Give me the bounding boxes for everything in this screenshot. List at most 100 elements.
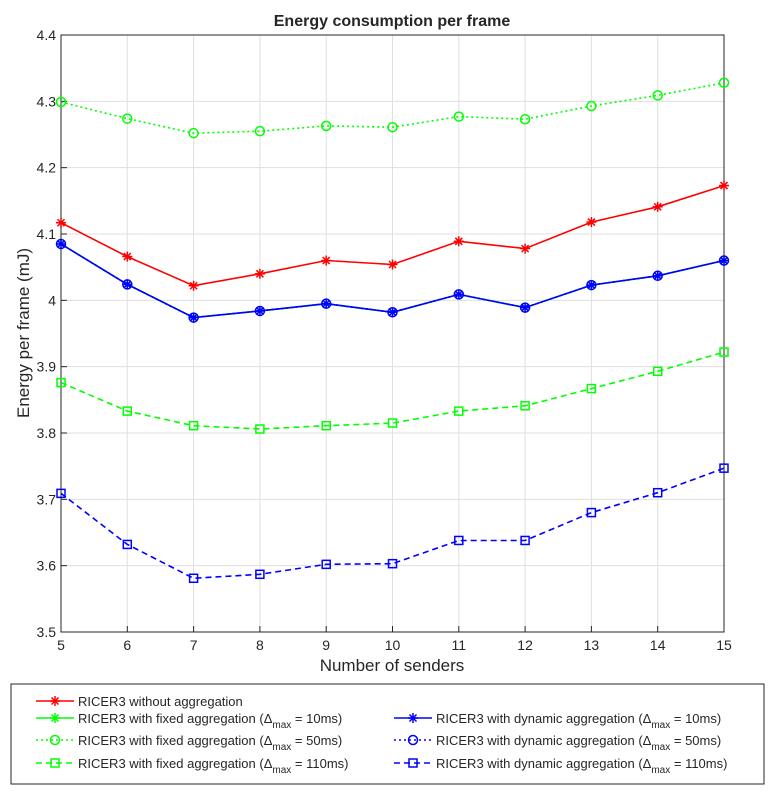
- data-point: [718, 255, 730, 266]
- marker-stroke: [521, 244, 530, 253]
- x-tick-label: 10: [385, 637, 401, 653]
- legend-entry-dyn-10: RICER3 with dynamic aggregation (Δmax = …: [394, 711, 721, 731]
- data-point: [122, 251, 133, 262]
- legend-entry-fixed-50: RICER3 with fixed aggregation (Δmax = 50…: [36, 733, 342, 753]
- series-fixed-110: [56, 347, 729, 434]
- legend: RICER3 without aggregation RICER3 with fi…: [10, 683, 765, 785]
- data-point: [254, 268, 265, 279]
- y-tick-label: 4: [48, 292, 56, 308]
- legend-entry-dyn-110: RICER3 with dynamic aggregation (Δmax = …: [394, 756, 727, 776]
- data-point: [453, 289, 465, 300]
- series-layer: [55, 77, 730, 584]
- data-point: [188, 280, 199, 291]
- y-tick-label: 3.8: [37, 425, 57, 441]
- legend-label: RICER3 with dynamic aggregation (Δmax = …: [436, 733, 721, 753]
- marker-stroke: [653, 202, 662, 211]
- legend-label: RICER3 with dynamic aggregation (Δmax = …: [436, 711, 721, 731]
- chart-title: Energy consumption per frame: [274, 13, 511, 30]
- legend-entry-fixed-10: RICER3 with fixed aggregation (Δmax = 10…: [36, 711, 342, 731]
- data-point: [586, 383, 597, 394]
- legend-box: [10, 683, 765, 785]
- marker-stroke: [50, 696, 60, 706]
- legend-label: RICER3 with fixed aggregation (Δmax = 11…: [78, 756, 349, 776]
- y-tick-label: 3.5: [37, 624, 57, 640]
- y-tick-label: 4.2: [37, 160, 57, 176]
- legend-marker: [50, 696, 60, 706]
- data-point: [586, 507, 597, 518]
- marker-stroke: [587, 218, 596, 227]
- legend-label: RICER3 with fixed aggregation (Δmax = 50…: [78, 733, 342, 753]
- series-line: [60, 467, 725, 580]
- series-dyn-110: [56, 463, 729, 584]
- legend-marker: [408, 758, 418, 768]
- data-point: [520, 302, 531, 313]
- data-point: [519, 113, 531, 125]
- data-point: [321, 255, 332, 266]
- marker-stroke: [454, 237, 463, 246]
- data-point: [321, 420, 331, 431]
- data-point: [56, 238, 66, 249]
- data-point: [320, 120, 332, 132]
- x-tick-label: 9: [322, 637, 330, 653]
- data-point: [122, 279, 133, 290]
- marker-stroke: [521, 303, 530, 312]
- data-point: [188, 127, 199, 139]
- x-tick-label: 8: [256, 637, 264, 653]
- data-point: [122, 539, 133, 550]
- x-tick-label: 15: [716, 637, 732, 653]
- series-line: [60, 82, 725, 135]
- data-point: [719, 180, 729, 191]
- data-point: [453, 111, 465, 122]
- x-tick-label: 5: [57, 637, 65, 653]
- data-point: [188, 420, 199, 431]
- data-point: [453, 236, 464, 247]
- data-point: [454, 406, 464, 416]
- data-point: [586, 217, 597, 228]
- legend-marker: [407, 734, 419, 746]
- y-axis-label: Energy per frame (mJ): [14, 248, 33, 418]
- data-point: [520, 401, 530, 411]
- series-dyn-50: [55, 238, 730, 323]
- data-point: [188, 312, 199, 323]
- legend-marker: [50, 713, 60, 723]
- x-tick-label: 11: [452, 637, 467, 653]
- data-point: [387, 259, 398, 270]
- marker-stroke: [123, 280, 132, 289]
- data-point: [387, 558, 398, 569]
- data-point: [321, 559, 331, 570]
- data-point: [652, 487, 663, 498]
- legend-entry-dyn-50: RICER3 with dynamic aggregation (Δmax = …: [394, 733, 721, 753]
- marker-stroke: [56, 239, 66, 248]
- marker-stroke: [719, 256, 729, 265]
- data-point: [55, 238, 67, 250]
- marker-stroke: [408, 713, 418, 723]
- data-point: [519, 302, 531, 313]
- data-point: [719, 255, 729, 266]
- y-tick-label: 3.7: [37, 491, 57, 507]
- x-tick-label: 14: [650, 637, 666, 653]
- marker-stroke: [587, 281, 596, 290]
- data-point: [652, 201, 663, 212]
- data-point: [255, 569, 265, 580]
- legend-entry-fixed-110: RICER3 with fixed aggregation (Δmax = 11…: [36, 756, 349, 776]
- y-tick-label: 3.9: [37, 359, 57, 375]
- legend-marker: [408, 713, 418, 723]
- data-point: [255, 424, 265, 434]
- data-point: [520, 535, 530, 546]
- y-tick-label: 4.3: [37, 93, 57, 109]
- data-point: [652, 270, 663, 282]
- x-tick-label: 12: [517, 637, 533, 653]
- series-line: [60, 351, 725, 430]
- data-point: [254, 305, 266, 317]
- data-point: [122, 113, 133, 124]
- x-tick-label: 7: [190, 637, 198, 653]
- data-point: [520, 243, 531, 254]
- data-point: [586, 279, 597, 291]
- y-tick-label: 4.1: [37, 226, 57, 242]
- data-point: [586, 100, 597, 112]
- x-tick-label: 13: [584, 637, 600, 653]
- marker-stroke: [719, 181, 729, 190]
- data-point: [188, 573, 199, 584]
